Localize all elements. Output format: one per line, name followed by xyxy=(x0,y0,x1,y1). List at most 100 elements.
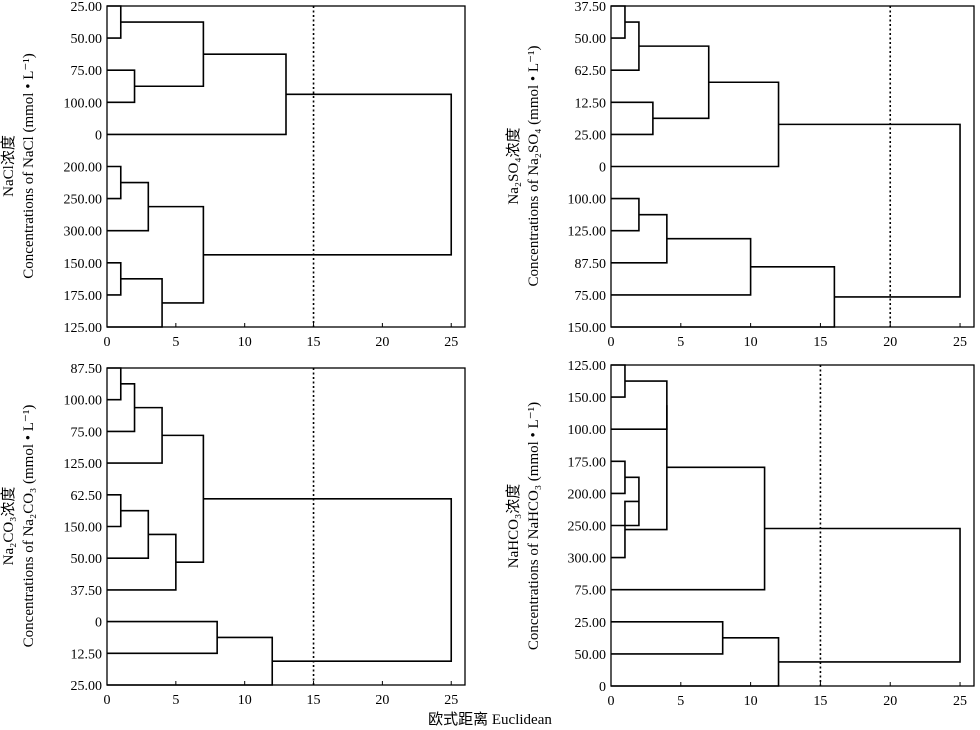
x-tick-label: 10 xyxy=(744,335,758,350)
y-tick-label: 12.50 xyxy=(575,96,607,111)
dendrogram-link xyxy=(120,21,205,88)
x-tick-label: 20 xyxy=(883,335,897,350)
x-tick-label: 20 xyxy=(375,335,389,350)
x-tick-label: 25 xyxy=(444,693,458,708)
x-tick-label: 0 xyxy=(104,335,111,350)
panel-nacl: 25.00 50.00 75.00 100.00 0 200.00 250.00 300.00… xyxy=(0,0,466,350)
plot-frame xyxy=(106,367,466,686)
x-tick-label: 10 xyxy=(744,694,758,709)
y-tick-label: 0 xyxy=(599,680,606,695)
y-tick-label: 37.50 xyxy=(71,584,103,599)
dendrogram-link xyxy=(611,237,752,296)
y-tick-label: 62.50 xyxy=(71,489,103,504)
dendrogram-link xyxy=(107,165,122,200)
dendrogram-link xyxy=(611,197,640,232)
y-axis-title-zh: Na₂SO₄浓度 xyxy=(505,127,522,204)
x-tick-label: 25 xyxy=(953,335,967,350)
y-tick-label: 125.00 xyxy=(568,225,607,240)
y-tick-label: 175.00 xyxy=(568,455,607,470)
dendrogram-link xyxy=(611,380,668,430)
y-axis-title-zh: NaCl浓度 xyxy=(0,135,17,197)
y-tick-label: 175.00 xyxy=(64,289,103,304)
dendrogram-link xyxy=(203,497,453,663)
dendrogram-link xyxy=(107,181,150,232)
y-axis-title-en: Concentrations of Na₂CO₃ (mmol • L⁻¹) xyxy=(21,405,37,648)
y-tick-label: 0 xyxy=(599,161,606,176)
plot-frame xyxy=(610,364,975,687)
x-tick-label: 25 xyxy=(444,335,458,350)
dendrogram-link xyxy=(148,205,205,304)
shared-x-axis-label: 欧式距离 Euclidean xyxy=(428,711,552,728)
y-tick-label: 100.00 xyxy=(568,193,607,208)
dendrogram-link xyxy=(611,460,626,495)
dendrogram-link xyxy=(611,213,668,264)
dendrogram-link xyxy=(107,367,122,401)
x-tick-label: 20 xyxy=(883,694,897,709)
x-tick-label: 5 xyxy=(677,335,684,350)
dendrogram-link xyxy=(203,93,453,256)
y-tick-label: 100.00 xyxy=(568,423,607,438)
dendrogram-link xyxy=(107,533,177,591)
dendrogram-link xyxy=(611,21,640,71)
dendrogram-link xyxy=(611,466,766,591)
dendrogram-link xyxy=(778,123,961,298)
x-tick-label: 15 xyxy=(813,694,827,709)
x-tick-label: 0 xyxy=(608,694,615,709)
y-tick-label: 0 xyxy=(95,128,102,143)
x-tick-label: 25 xyxy=(953,694,967,709)
x-tick-label: 15 xyxy=(813,335,827,350)
y-tick-label: 125.00 xyxy=(568,359,607,374)
panel-nahco3: 125.00 150.00 100.00 175.00 200.00 250.00 300.… xyxy=(505,359,975,709)
y-tick-label: 150.00 xyxy=(64,257,103,272)
y-tick-label: 300.00 xyxy=(64,225,103,240)
y-tick-label: 87.50 xyxy=(71,362,103,377)
y-tick-label: 100.00 xyxy=(64,394,103,409)
y-tick-label: 25.00 xyxy=(575,128,607,143)
x-tick-label: 5 xyxy=(172,693,179,708)
y-axis-title-zh: Na₂CO₃浓度 xyxy=(0,487,17,566)
y-tick-label: 125.00 xyxy=(64,457,103,472)
dendrogram-link xyxy=(611,5,626,39)
y-tick-label: 250.00 xyxy=(568,520,607,535)
y-tick-label: 200.00 xyxy=(64,161,103,176)
y-axis-title-zh: NaHCO₃浓度 xyxy=(505,484,522,568)
panels-group: 25.00 50.00 75.00 100.00 0 200.00 250.00 300.00… xyxy=(0,0,975,709)
x-tick-label: 15 xyxy=(307,335,321,350)
dendrogram-link xyxy=(107,5,122,39)
dendrogram-link xyxy=(107,494,122,528)
y-tick-label: 75.00 xyxy=(575,584,607,599)
y-tick-label: 62.50 xyxy=(575,64,607,79)
dendrogram-link xyxy=(764,527,961,663)
dendrogram-link xyxy=(611,81,780,168)
y-tick-label: 75.00 xyxy=(71,425,103,440)
x-tick-label: 5 xyxy=(172,335,179,350)
dendrogram-link xyxy=(107,509,150,559)
y-tick-label: 75.00 xyxy=(575,289,607,304)
y-tick-label: 75.00 xyxy=(71,64,103,79)
x-tick-label: 10 xyxy=(238,693,252,708)
dendrogram-link xyxy=(638,45,710,120)
dendrogram-link xyxy=(162,434,205,563)
x-tick-label: 5 xyxy=(677,694,684,709)
y-tick-label: 50.00 xyxy=(71,32,103,47)
dendrogram-link xyxy=(611,101,654,136)
y-tick-label: 150.00 xyxy=(568,321,607,336)
x-tick-label: 15 xyxy=(307,693,321,708)
panel-na2co3: 87.50 100.00 75.00 125.00 62.50 150.00 50.00 37… xyxy=(0,362,466,708)
x-tick-label: 0 xyxy=(608,335,615,350)
y-tick-label: 300.00 xyxy=(568,552,607,567)
y-tick-label: 150.00 xyxy=(64,521,103,536)
dendrogram-link xyxy=(107,278,163,328)
y-tick-label: 50.00 xyxy=(575,648,607,663)
y-axis-title-en: Concentrations of NaCl (mmol • L⁻¹) xyxy=(21,53,37,279)
y-tick-label: 250.00 xyxy=(64,193,103,208)
y-tick-label: 37.50 xyxy=(575,0,607,15)
y-axis-title-en: Concentrations of NaHCO₃ (mmol • L⁻¹) xyxy=(526,402,542,650)
dendrogram-link xyxy=(611,266,836,328)
y-tick-label: 200.00 xyxy=(568,487,607,502)
dendrogram-link xyxy=(107,620,218,655)
x-tick-label: 0 xyxy=(104,693,111,708)
dendrogram-link xyxy=(107,383,136,433)
y-tick-label: 25.00 xyxy=(575,616,607,631)
